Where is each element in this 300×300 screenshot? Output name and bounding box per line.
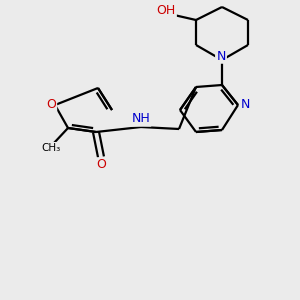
Text: N: N (240, 98, 250, 112)
Text: N: N (216, 50, 226, 62)
Text: NH: NH (132, 112, 150, 125)
Text: CH₃: CH₃ (41, 143, 61, 153)
Text: O: O (96, 158, 106, 172)
Text: OH: OH (156, 4, 176, 16)
Text: O: O (46, 98, 56, 112)
